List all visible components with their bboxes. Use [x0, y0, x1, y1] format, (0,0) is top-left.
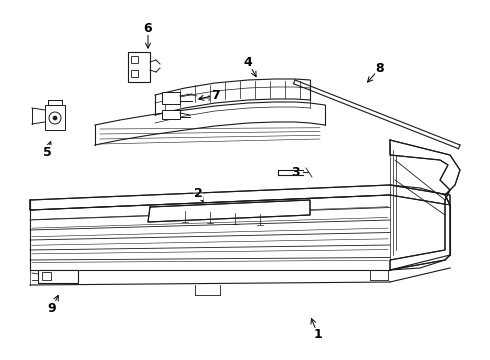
Circle shape [49, 112, 61, 124]
Text: 4: 4 [244, 55, 252, 68]
Bar [162, 92, 180, 104]
Text: 8: 8 [376, 62, 384, 75]
Bar [162, 110, 180, 119]
Text: 5: 5 [43, 145, 51, 158]
Polygon shape [30, 185, 450, 210]
Text: 1: 1 [314, 328, 322, 342]
Text: 7: 7 [211, 89, 220, 102]
Bar [42, 272, 51, 280]
Bar [45, 105, 65, 130]
Bar [131, 70, 138, 77]
Text: 9: 9 [48, 302, 56, 315]
Polygon shape [390, 140, 460, 270]
Bar [38, 270, 78, 283]
Bar [131, 56, 138, 63]
Circle shape [53, 116, 57, 120]
Text: 2: 2 [194, 186, 202, 199]
Text: 6: 6 [144, 22, 152, 35]
Text: 3: 3 [291, 166, 299, 179]
Bar [128, 52, 150, 82]
Polygon shape [148, 200, 310, 222]
